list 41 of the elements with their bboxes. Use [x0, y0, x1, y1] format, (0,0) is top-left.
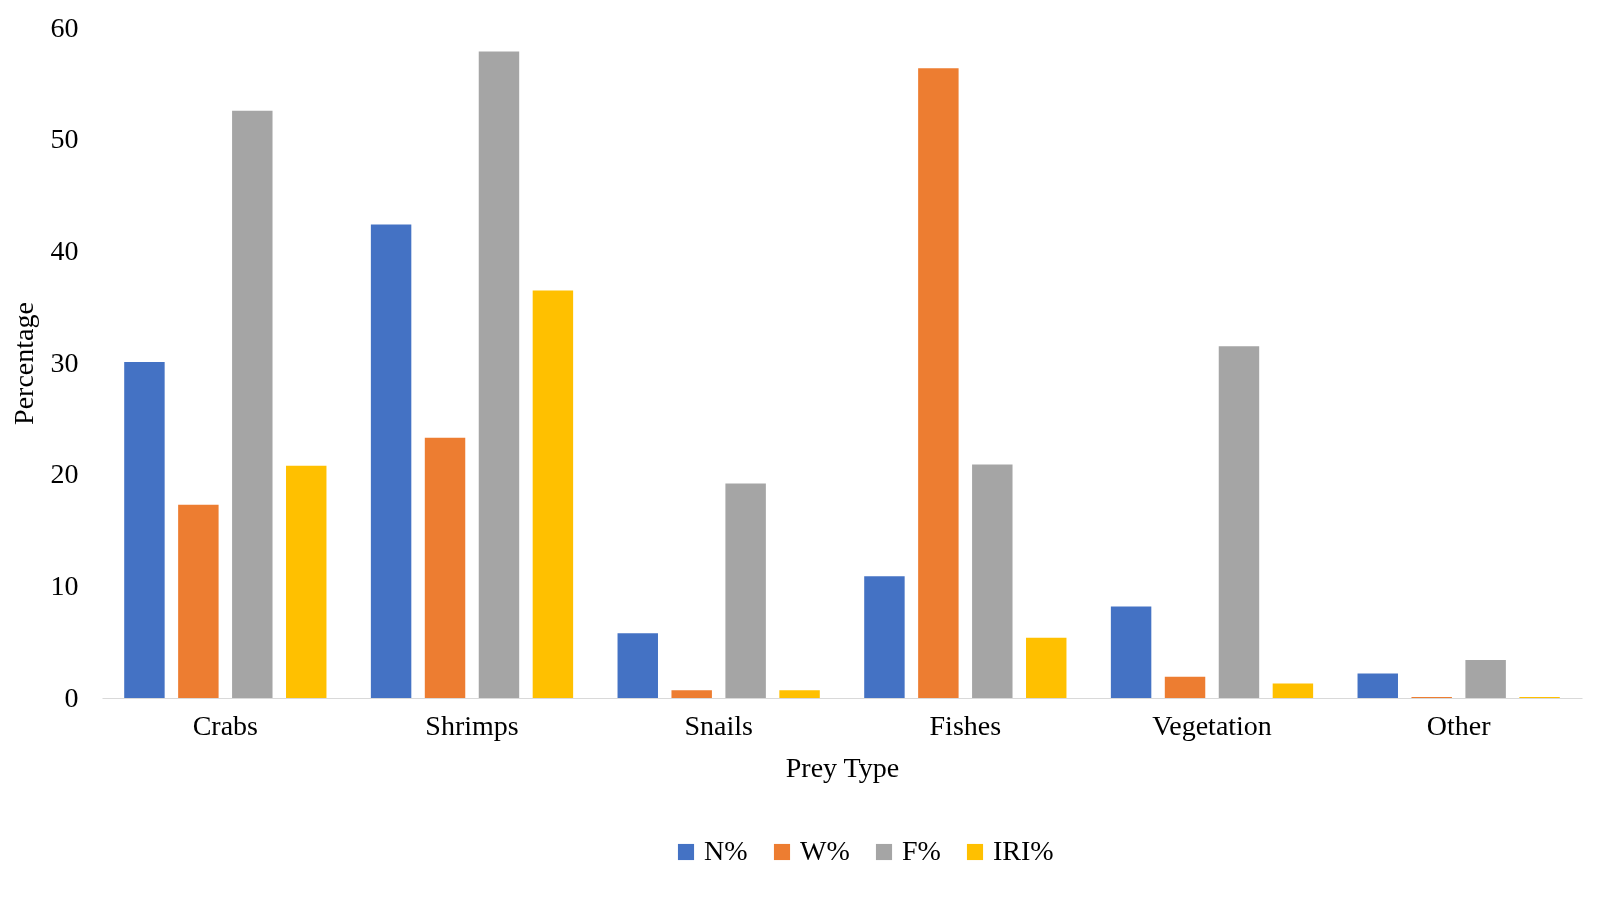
bar — [424, 437, 466, 698]
y-tick-label: 20 — [50, 458, 79, 490]
y-tick-label: 40 — [50, 234, 79, 266]
y-tick-label: 50 — [50, 123, 79, 155]
y-tick-label: 60 — [50, 11, 79, 43]
bar — [1357, 673, 1398, 698]
bar — [918, 68, 959, 698]
bar — [286, 465, 327, 698]
x-axis-title: Prey Type — [785, 751, 900, 783]
bar — [532, 290, 574, 698]
x-tick-label: Other — [1426, 709, 1492, 741]
legend-label: IRI% — [993, 835, 1054, 866]
bar — [725, 483, 766, 698]
legend-label: F% — [902, 835, 941, 866]
bar — [972, 464, 1013, 698]
x-tick-label: Vegetation — [1152, 709, 1272, 741]
y-axis-title: Percentage — [7, 302, 39, 425]
bar — [671, 690, 712, 698]
bar — [617, 633, 658, 698]
y-tick-label: 0 — [64, 681, 79, 713]
bar — [1164, 676, 1206, 698]
bar — [1026, 637, 1067, 698]
bar — [1272, 683, 1314, 698]
x-tick-label: Crabs — [192, 709, 258, 741]
legend-label: W% — [800, 835, 850, 866]
bar — [124, 361, 165, 698]
bar — [1110, 606, 1152, 698]
x-tick-label: Fishes — [929, 709, 1002, 741]
y-tick-label: 30 — [50, 346, 79, 378]
legend-label: N% — [704, 835, 748, 866]
y-tick-label: 10 — [50, 569, 79, 601]
x-tick-label: Shrimps — [425, 709, 519, 741]
bar — [370, 224, 412, 698]
bar — [232, 110, 273, 698]
bar — [864, 576, 905, 698]
bar — [178, 504, 219, 698]
bar — [478, 51, 520, 698]
bar — [1465, 660, 1506, 698]
x-tick-label: Snails — [684, 709, 753, 741]
bar — [779, 690, 820, 698]
bar — [1218, 346, 1260, 698]
